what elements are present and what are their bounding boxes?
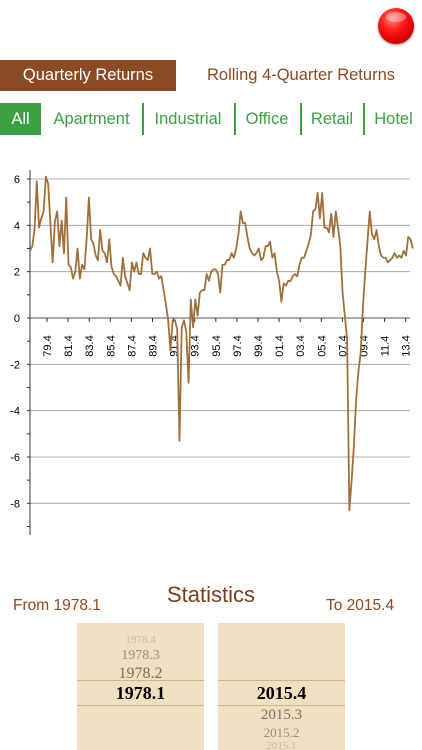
- y-tick-label: -4: [10, 406, 20, 418]
- from-label: From 1978.1: [13, 597, 101, 614]
- picker-selection-line: [218, 680, 345, 681]
- x-tick-label: 85.4: [105, 335, 117, 356]
- x-tick-label: 01.4: [274, 335, 286, 356]
- x-tick-label: 99.4: [253, 335, 265, 356]
- picker-option[interactable]: 2015.3: [260, 707, 303, 723]
- x-tick-label: 05.4: [316, 335, 328, 356]
- tab-divider: [300, 103, 302, 135]
- tab-retail[interactable]: Retail: [310, 110, 354, 128]
- x-tick-label: 93.4: [190, 335, 202, 356]
- tab-divider: [363, 103, 365, 135]
- to-label: To 2015.4: [326, 597, 395, 614]
- statistics-title: Statistics: [166, 582, 256, 607]
- tab-divider: [234, 103, 236, 135]
- series-line: [29, 175, 414, 512]
- x-tick-label: 89.4: [148, 335, 160, 356]
- picker-option[interactable]: 2015.1: [266, 740, 297, 750]
- tab-quarterly-returns[interactable]: Quarterly Returns: [0, 60, 176, 91]
- picker-option[interactable]: 1978.4: [125, 634, 156, 646]
- x-tick-label: 83.4: [84, 335, 96, 356]
- picker-selection-line: [77, 680, 204, 681]
- tab-office[interactable]: Office: [245, 110, 289, 128]
- close-icon[interactable]: [378, 8, 414, 44]
- picker-selected[interactable]: 2015.4: [256, 683, 307, 703]
- from-period-picker[interactable]: 1978.4 1978.3 1978.2 1978.1: [77, 623, 204, 750]
- y-tick-label: -2: [10, 359, 20, 371]
- y-tick-label: 4: [14, 220, 20, 232]
- tab-hotel[interactable]: Hotel: [374, 110, 413, 128]
- picker-selected[interactable]: 1978.1: [115, 683, 166, 703]
- picker-selection-line: [218, 705, 345, 706]
- x-tick-label: 79.4: [42, 335, 54, 356]
- x-tick-label: 81.4: [63, 335, 75, 356]
- tab-divider: [142, 103, 144, 135]
- x-tick-label: 11.4: [380, 336, 392, 357]
- y-tick-label: -6: [10, 452, 20, 464]
- picker-option[interactable]: 1978.2: [118, 665, 163, 682]
- x-tick-label: 97.4: [232, 335, 244, 356]
- picker-option[interactable]: 1978.3: [121, 648, 160, 663]
- x-tick-label: 95.4: [211, 335, 223, 356]
- y-tick-label: 2: [14, 267, 20, 279]
- y-tick-label: -8: [10, 498, 20, 510]
- picker-selection-line: [77, 705, 204, 706]
- sector-tab-bar: All Apartment Industrial Office Retail H…: [0, 103, 422, 135]
- tab-rolling-4-quarter-returns[interactable]: Rolling 4-Quarter Returns: [207, 66, 395, 84]
- tab-apartment[interactable]: Apartment: [53, 110, 130, 128]
- y-tick-label: 0: [14, 313, 20, 325]
- x-tick-label: 87.4: [126, 335, 138, 356]
- x-tick-label: 03.4: [295, 335, 307, 356]
- to-period-picker[interactable]: 2015.4 2015.3 2015.2 2015.1: [218, 623, 345, 750]
- picker-option[interactable]: 2015.2: [263, 725, 300, 740]
- x-tick-label: 13.4: [401, 335, 413, 356]
- tab-all[interactable]: All: [0, 103, 41, 135]
- y-tick-label: 6: [14, 174, 20, 186]
- tab-industrial[interactable]: Industrial: [154, 110, 222, 128]
